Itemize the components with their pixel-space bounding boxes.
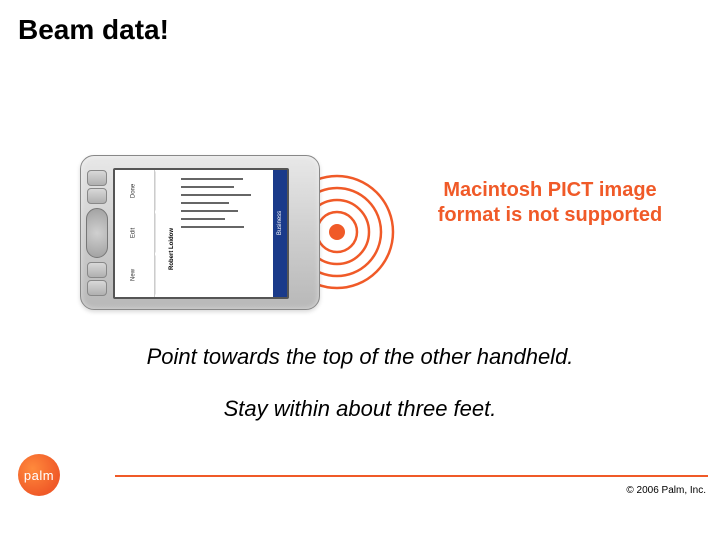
screen-tab: Edit bbox=[114, 213, 156, 252]
handheld-device: Done Edit New Robert Loidow Business bbox=[80, 155, 320, 310]
device-button bbox=[87, 262, 107, 278]
screen-tab: Done bbox=[114, 171, 156, 210]
palm-logo: palm bbox=[18, 454, 60, 496]
device-illustration: Done Edit New Robert Loidow Business bbox=[80, 155, 360, 310]
device-screen: Done Edit New Robert Loidow Business bbox=[113, 168, 289, 299]
device-button bbox=[87, 170, 107, 186]
device-button bbox=[87, 188, 107, 204]
screen-content-lines bbox=[181, 178, 269, 289]
device-dpad bbox=[86, 208, 108, 258]
footer-divider bbox=[115, 475, 708, 477]
instruction-caption-1: Point towards the top of the other handh… bbox=[0, 344, 720, 370]
device-button bbox=[87, 280, 107, 296]
palm-logo-text: palm bbox=[24, 468, 54, 483]
screen-tab: New bbox=[114, 255, 156, 294]
screen-category: Business bbox=[277, 211, 283, 235]
pict-error-message: Macintosh PICT image format is not suppo… bbox=[410, 178, 690, 228]
screen-contact-name: Robert Loidow bbox=[169, 228, 175, 270]
instruction-caption-2: Stay within about three feet. bbox=[0, 396, 720, 422]
copyright-text: © 2006 Palm, Inc. bbox=[626, 485, 706, 496]
page-title: Beam data! bbox=[18, 14, 169, 46]
